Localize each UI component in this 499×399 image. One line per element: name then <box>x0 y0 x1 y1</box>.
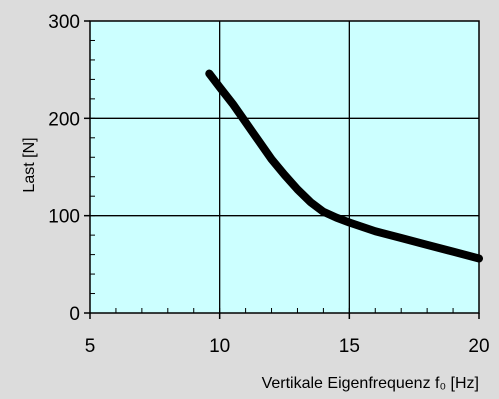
y-tick-label: 300 <box>48 12 80 33</box>
y-tick-label: 0 <box>69 304 80 325</box>
y-tick-label: 200 <box>48 109 80 130</box>
x-tick-label: 10 <box>209 336 230 357</box>
y-tick-labels: 0 100 200 300 <box>48 12 80 325</box>
y-axis-title: Last [N] <box>21 137 38 192</box>
x-tick-labels: 5 10 15 20 <box>85 336 490 357</box>
x-tick-label: 5 <box>85 336 96 357</box>
y-tick-label: 100 <box>48 207 80 228</box>
series-layer <box>205 69 483 263</box>
plot-area <box>89 20 480 314</box>
x-tick-label: 20 <box>468 336 489 357</box>
minor-ticks <box>84 20 480 319</box>
grid-lines <box>90 21 479 313</box>
series-line <box>205 69 483 263</box>
x-axis-title: Vertikale Eigenfrequenz f₀ [Hz] <box>262 375 479 392</box>
x-tick-label: 15 <box>339 336 360 357</box>
